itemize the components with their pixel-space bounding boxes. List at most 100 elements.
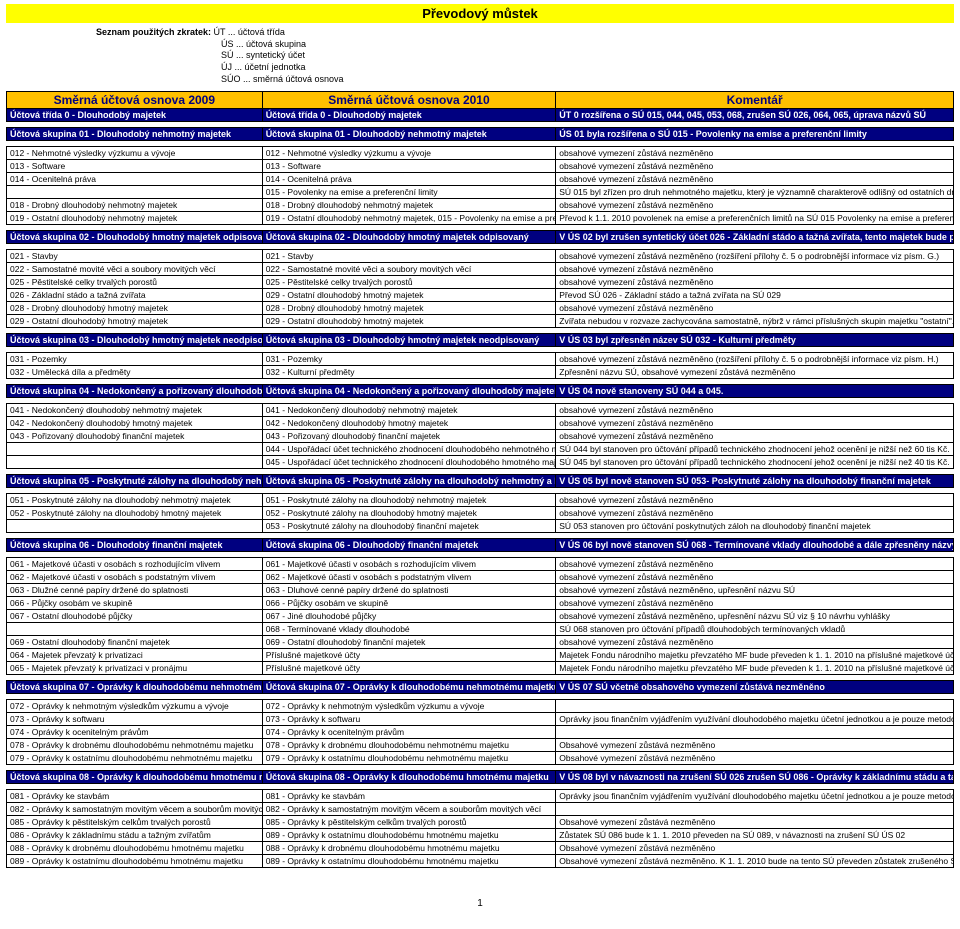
cell: 068 - Termínované vklady dlouhodobé	[262, 623, 556, 636]
table-row: 015 - Povolenky na emise a preferenční l…	[7, 186, 954, 199]
table-row: 045 - Uspořádací účet technického zhodno…	[7, 456, 954, 469]
header-cell: Směrná účtová osnova 2009	[7, 92, 263, 109]
cell: 021 - Stavby	[7, 250, 263, 263]
cell: Účtová skupina 03 - Dlouhodobý hmotný ma…	[7, 334, 263, 347]
cell: 043 - Pořizovaný dlouhodobý finanční maj…	[7, 430, 263, 443]
cell: 082 - Oprávky k samostatným movitým věce…	[262, 803, 556, 816]
section-row: Účtová skupina 02 - Dlouhodobý hmotný ma…	[7, 231, 954, 244]
cell: 031 - Pozemky	[262, 353, 556, 366]
table-row: 062 - Majetkové účasti v osobách s podst…	[7, 571, 954, 584]
cell: 089 - Oprávky k ostatnímu dlouhodobému h…	[262, 855, 556, 868]
section-row: Účtová skupina 08 - Oprávky k dlouhodobé…	[7, 771, 954, 784]
cell: SÚ 015 byl zřízen pro druh nehmotného ma…	[556, 186, 954, 199]
cell: obsahové vymezení zůstává nezměněno	[556, 404, 954, 417]
table-row: 014 - Ocenitelná práva014 - Ocenitelná p…	[7, 173, 954, 186]
cell: 021 - Stavby	[262, 250, 556, 263]
cell	[7, 623, 263, 636]
cell: 079 - Oprávky k ostatnímu dlouhodobému n…	[262, 752, 556, 765]
cell: 029 - Ostatní dlouhodobý hmotný majetek	[7, 315, 263, 328]
table-row: 012 - Nehmotné výsledky výzkumu a vývoje…	[7, 147, 954, 160]
table-row: 051 - Poskytnuté zálohy na dlouhodobý ne…	[7, 494, 954, 507]
cell: 012 - Nehmotné výsledky výzkumu a vývoje	[262, 147, 556, 160]
cell: 074 - Oprávky k ocenitelným právům	[262, 726, 556, 739]
cell: 067 - Jiné dlouhodobé půjčky	[262, 610, 556, 623]
cell: Příslušné majetkové účty	[262, 662, 556, 675]
cell: 064 - Majetek převzatý k privatizaci	[7, 649, 263, 662]
cell: 014 - Ocenitelná práva	[7, 173, 263, 186]
table-row: 026 - Základní stádo a tažná zvířata029 …	[7, 289, 954, 302]
cell: V ÚS 05 byl nově stanoven SÚ 053- Poskyt…	[556, 475, 954, 488]
section-row: Účtová skupina 01 - Dlouhodobý nehmotný …	[7, 128, 954, 141]
table-row: 022 - Samostatné movité věci a soubory m…	[7, 263, 954, 276]
cell: Účtová skupina 04 - Nedokončený a pořizo…	[7, 385, 263, 398]
cell: Účtová třída 0 - Dlouhodobý majetek	[262, 109, 556, 122]
cell: Převod k 1.1. 2010 povolenek na emise a …	[556, 212, 954, 225]
table-row: 088 - Oprávky k drobnému dlouhodobému hm…	[7, 842, 954, 855]
cell: Majetek Fondu národního majetku převzaté…	[556, 649, 954, 662]
cell: Účtová skupina 08 - Oprávky k dlouhodobé…	[262, 771, 556, 784]
page-title: Převodový můstek	[6, 4, 954, 23]
cell	[7, 443, 263, 456]
cell: 029 - Ostatní dlouhodobý hmotný majetek	[262, 315, 556, 328]
cell: obsahové vymezení zůstává nezměněno	[556, 302, 954, 315]
page-number: 1	[6, 898, 954, 909]
legend-item: ÚT ... účtová třída	[214, 27, 285, 37]
cell: Obsahové vymezení zůstává nezměněno	[556, 752, 954, 765]
cell: 028 - Drobný dlouhodobý hmotný majetek	[262, 302, 556, 315]
table-row: 064 - Majetek převzatý k privatizaciPřís…	[7, 649, 954, 662]
cell: 066 - Půjčky osobám ve skupině	[262, 597, 556, 610]
cell: 041 - Nedokončený dlouhodobý nehmotný ma…	[7, 404, 263, 417]
cell: 086 - Oprávky k základnímu stádu a tažný…	[7, 829, 263, 842]
table-row: 019 - Ostatní dlouhodobý nehmotný majete…	[7, 212, 954, 225]
table-row: 072 - Oprávky k nehmotným výsledkům výzk…	[7, 700, 954, 713]
table-row: 018 - Drobný dlouhodobý nehmotný majetek…	[7, 199, 954, 212]
cell: 013 - Software	[262, 160, 556, 173]
cell: 051 - Poskytnuté zálohy na dlouhodobý ne…	[262, 494, 556, 507]
legend-item: SÚ ... syntetický účet	[221, 50, 954, 62]
cell: Účtová skupina 05 - Poskytnuté zálohy na…	[7, 475, 263, 488]
cell: 078 - Oprávky k drobnému dlouhodobému ne…	[7, 739, 263, 752]
cell: obsahové vymezení zůstává nezměněno	[556, 417, 954, 430]
cell: 042 - Nedokončený dlouhodobý hmotný maje…	[262, 417, 556, 430]
cell: Obsahové vymezení zůstává nezměněno	[556, 842, 954, 855]
table-row: 053 - Poskytnuté zálohy na dlouhodobý fi…	[7, 520, 954, 533]
cell: 062 - Majetkové účasti v osobách s podst…	[7, 571, 263, 584]
cell: 043 - Pořizovaný dlouhodobý finanční maj…	[262, 430, 556, 443]
cell: V ÚS 03 byl zpřesněn název SÚ 032 - Kult…	[556, 334, 954, 347]
legend-label: Seznam použitých zkratek:	[96, 27, 211, 37]
cell: Majetek Fondu národního majetku převzaté…	[556, 662, 954, 675]
cell: 063 - Dlužné cenné papíry držené do spla…	[7, 584, 263, 597]
section-row: Účtová skupina 06 - Dlouhodobý finanční …	[7, 539, 954, 552]
cell: 074 - Oprávky k ocenitelným právům	[7, 726, 263, 739]
cell	[556, 726, 954, 739]
legend-item: ÚS ... účtová skupina	[221, 39, 954, 51]
cell: 081 - Oprávky ke stavbám	[7, 790, 263, 803]
main-table: Směrná účtová osnova 2009 Směrná účtová …	[6, 91, 954, 868]
table-row: 021 - Stavby021 - Stavbyobsahové vymezen…	[7, 250, 954, 263]
cell: 061 - Majetkové účasti v osobách s rozho…	[7, 558, 263, 571]
cell: 066 - Půjčky osobám ve skupině	[7, 597, 263, 610]
table-row: 086 - Oprávky k základnímu stádu a tažný…	[7, 829, 954, 842]
cell: 089 - Oprávky k ostatnímu dlouhodobému h…	[7, 855, 263, 868]
cell: 088 - Oprávky k drobnému dlouhodobému hm…	[7, 842, 263, 855]
cell: V ÚS 02 byl zrušen syntetický účet 026 -…	[556, 231, 954, 244]
cell: 018 - Drobný dlouhodobý nehmotný majetek	[262, 199, 556, 212]
cell: obsahové vymezení zůstává nezměněno	[556, 147, 954, 160]
cell: Obsahové vymezení zůstává nezměněno. K 1…	[556, 855, 954, 868]
cell	[7, 186, 263, 199]
cell: Obsahové vymezení zůstává nezměněno	[556, 739, 954, 752]
cell: obsahové vymezení zůstává nezměněno (roz…	[556, 353, 954, 366]
cell	[556, 700, 954, 713]
cell: obsahové vymezení zůstává nezměněno	[556, 558, 954, 571]
cell: 078 - Oprávky k drobnému dlouhodobému ne…	[262, 739, 556, 752]
cell: 053 - Poskytnuté zálohy na dlouhodobý fi…	[262, 520, 556, 533]
cell: Obsahové vymezení zůstává nezměněno	[556, 816, 954, 829]
table-row: 082 - Oprávky k samostatným movitým věce…	[7, 803, 954, 816]
section-row: Účtová skupina 07 - Oprávky k dlouhodobé…	[7, 681, 954, 694]
cell: 085 - Oprávky k pěstitelským celkům trva…	[7, 816, 263, 829]
cell: 051 - Poskytnuté zálohy na dlouhodobý ne…	[7, 494, 263, 507]
table-row: 044 - Uspořádací účet technického zhodno…	[7, 443, 954, 456]
cell: Oprávky jsou finančním vyjádřením využív…	[556, 790, 954, 803]
cell: 044 - Uspořádací účet technického zhodno…	[262, 443, 556, 456]
cell: Účtová třída 0 - Dlouhodobý majetek	[7, 109, 263, 122]
